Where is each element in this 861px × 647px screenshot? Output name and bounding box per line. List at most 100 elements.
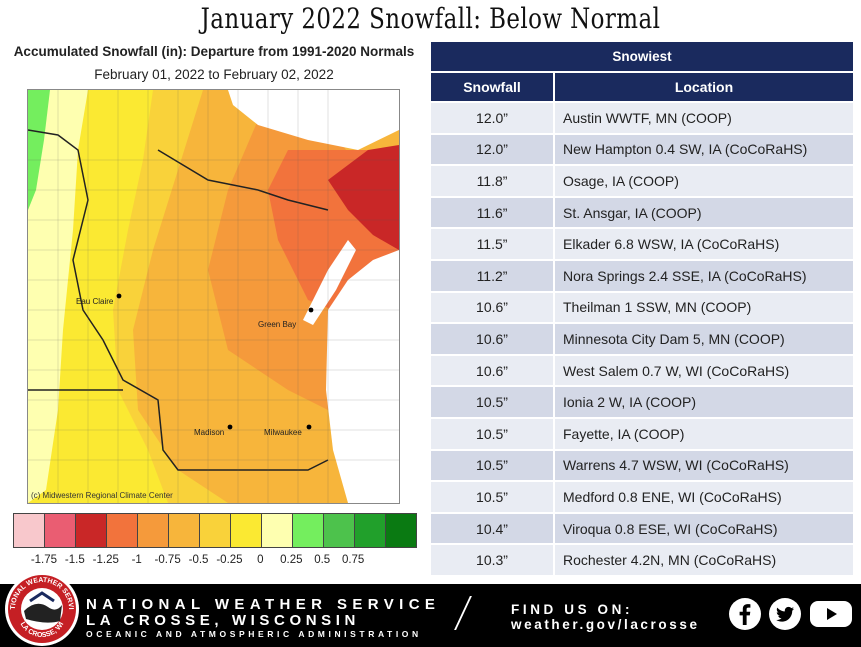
- youtube-icon[interactable]: [809, 598, 853, 630]
- table-row: 11.5” Elkader 6.8 WSW, IA (CoCoRaHS): [431, 227, 853, 260]
- location-cell: Warrens 4.7 WSW, WI (CoCoRaHS): [554, 448, 853, 482]
- location-cell: St. Ansgar, IA (COOP): [554, 195, 853, 229]
- location-cell: Viroqua 0.8 ESE, WI (CoCoRaHS): [554, 511, 853, 545]
- location-cell: Rochester 4.2N, MN (CoCoRaHS): [554, 543, 853, 575]
- facebook-icon[interactable]: [729, 598, 761, 630]
- footer-org-name: NATIONAL WEATHER SERVICE: [86, 596, 441, 613]
- scale-label: -1.5: [64, 554, 85, 566]
- city-green-bay-label: Green Bay: [258, 320, 296, 329]
- lake-superior: [228, 90, 399, 150]
- snowfall-cell: 11.8”: [431, 164, 555, 197]
- scale-label: 0.5: [314, 554, 331, 566]
- table-row: 11.6” St. Ansgar, IA (COOP): [431, 195, 853, 229]
- map-heading: Accumulated Snowfall (in): Departure fro…: [13, 44, 415, 59]
- city-milwaukee-marker: [306, 424, 312, 430]
- snowfall-cell: 12.0”: [431, 101, 555, 134]
- table-row: 12.0” New Hampton 0.4 SW, IA (CoCoRaHS): [431, 132, 853, 166]
- scale-label: -1.25: [92, 554, 119, 566]
- scale-swatch: [200, 514, 231, 547]
- location-cell: Austin WWTF, MN (COOP): [554, 101, 853, 134]
- map-date-range: February 01, 2022 to February 02, 2022: [94, 67, 334, 82]
- scale-swatch: [107, 514, 138, 547]
- table-row: 12.0” Austin WWTF, MN (COOP): [431, 101, 853, 134]
- location-cell: Medford 0.8 ENE, WI (CoCoRaHS): [554, 480, 853, 513]
- table-row: 10.5” Warrens 4.7 WSW, WI (CoCoRaHS): [431, 448, 853, 482]
- location-cell: West Salem 0.7 W, WI (CoCoRaHS): [554, 353, 853, 387]
- color-scale: [13, 513, 417, 548]
- table-row: 10.5” Medford 0.8 ENE, WI (CoCoRaHS): [431, 480, 853, 513]
- scale-swatch: [14, 514, 45, 547]
- page-title: January 2022 Snowfall: Below Normal: [200, 2, 661, 35]
- snowiest-table: Snowiest Snowfall Location 12.0” Austin W…: [431, 42, 853, 575]
- column-header-snowfall: Snowfall: [431, 72, 555, 102]
- lake-michigan: [326, 250, 399, 503]
- snowfall-cell: 12.0”: [431, 132, 555, 166]
- map-zone-green: [28, 90, 50, 210]
- scale-swatch: [45, 514, 76, 547]
- snowfall-cell: 11.5”: [431, 227, 555, 260]
- footer-url[interactable]: weather.gov/lacrosse: [511, 617, 700, 632]
- table-row: 10.5” Ionia 2 W, IA (COOP): [431, 385, 853, 418]
- footer-find-us: FIND US ON:: [511, 602, 634, 617]
- scale-label: 0.75: [341, 554, 365, 566]
- location-cell: New Hampton 0.4 SW, IA (CoCoRaHS): [554, 132, 853, 166]
- scale-swatch: [138, 514, 169, 547]
- snowfall-cell: 10.6”: [431, 290, 555, 324]
- footer-bar: [0, 584, 861, 647]
- scale-swatch: [386, 514, 416, 547]
- snowfall-departure-map: Eau Claire Green Bay Madison Milwaukee (…: [27, 89, 400, 504]
- scale-label: -0.5: [188, 554, 209, 566]
- snowfall-cell: 11.6”: [431, 195, 555, 229]
- location-cell: Elkader 6.8 WSW, IA (CoCoRaHS): [554, 227, 853, 260]
- nws-seal-icon: NATIONAL WEATHER SERVICE LA CROSSE, WI: [4, 571, 79, 646]
- scale-swatch: [324, 514, 355, 547]
- table-row: 10.6” Theilman 1 SSW, MN (COOP): [431, 290, 853, 324]
- location-cell: Minnesota City Dam 5, MN (COOP): [554, 322, 853, 355]
- scale-label: -0.75: [154, 554, 181, 566]
- scale-swatch: [355, 514, 386, 547]
- snowfall-cell: 10.5”: [431, 385, 555, 418]
- city-eau-claire-label: Eau Claire: [76, 297, 114, 306]
- snowfall-cell: 10.6”: [431, 353, 555, 387]
- city-milwaukee-label: Milwaukee: [264, 428, 302, 437]
- scale-swatch: [231, 514, 262, 547]
- snowfall-cell: 10.3”: [431, 543, 555, 575]
- table-row: 10.6” West Salem 0.7 W, WI (CoCoRaHS): [431, 353, 853, 387]
- city-eau-claire-marker: [116, 293, 122, 299]
- snowfall-cell: 10.4”: [431, 511, 555, 545]
- table-row: 10.5” Fayette, IA (COOP): [431, 416, 853, 450]
- table-row: 10.4” Viroqua 0.8 ESE, WI (CoCoRaHS): [431, 511, 853, 545]
- location-cell: Theilman 1 SSW, MN (COOP): [554, 290, 853, 324]
- city-green-bay-marker: [308, 307, 314, 313]
- scale-swatch: [293, 514, 324, 547]
- scale-label: -1: [131, 554, 142, 566]
- scale-label: 0.25: [280, 554, 303, 566]
- table-row: 11.8” Osage, IA (COOP): [431, 164, 853, 197]
- scale-swatch: [76, 514, 107, 547]
- location-cell: Osage, IA (COOP): [554, 164, 853, 197]
- scale-label: 0: [257, 554, 264, 566]
- footer-office: LA CROSSE, WISCONSIN: [86, 612, 360, 629]
- snowfall-cell: 11.2”: [431, 258, 555, 292]
- scale-swatch: [262, 514, 293, 547]
- city-madison-marker: [227, 424, 233, 430]
- snowfall-cell: 10.6”: [431, 322, 555, 355]
- city-madison-label: Madison: [194, 428, 224, 437]
- map-zone-red: [328, 145, 399, 250]
- location-cell: Fayette, IA (COOP): [554, 416, 853, 450]
- color-scale-labels: -1.75 -1.5 -1.25 -1 -0.75 -0.5 -0.25 0 0.25 0.5 0.…: [0, 554, 430, 568]
- snowfall-cell: 10.5”: [431, 480, 555, 513]
- snowfall-cell: 10.5”: [431, 448, 555, 482]
- location-cell: Nora Springs 2.4 SSE, IA (CoCoRaHS): [554, 258, 853, 292]
- footer-noaa: OCEANIC AND ATMOSPHERIC ADMINISTRATION: [86, 629, 422, 639]
- table-caption: Snowiest: [431, 42, 853, 73]
- scale-label: -1.75: [30, 554, 58, 566]
- column-header-location: Location: [554, 72, 853, 102]
- table-row: 10.3” Rochester 4.2N, MN (CoCoRaHS): [431, 543, 853, 575]
- table-row: 10.6” Minnesota City Dam 5, MN (COOP): [431, 322, 853, 355]
- twitter-icon[interactable]: [769, 598, 801, 630]
- scale-label: -0.25: [216, 554, 243, 566]
- scale-swatch: [169, 514, 200, 547]
- map-credit: (c) Midwestern Regional Climate Center: [31, 491, 173, 500]
- location-cell: Ionia 2 W, IA (COOP): [554, 385, 853, 418]
